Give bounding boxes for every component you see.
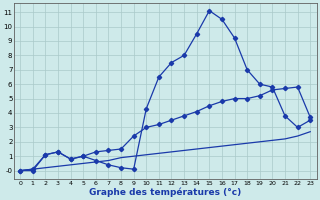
X-axis label: Graphe des températures (°c): Graphe des températures (°c) — [89, 187, 241, 197]
